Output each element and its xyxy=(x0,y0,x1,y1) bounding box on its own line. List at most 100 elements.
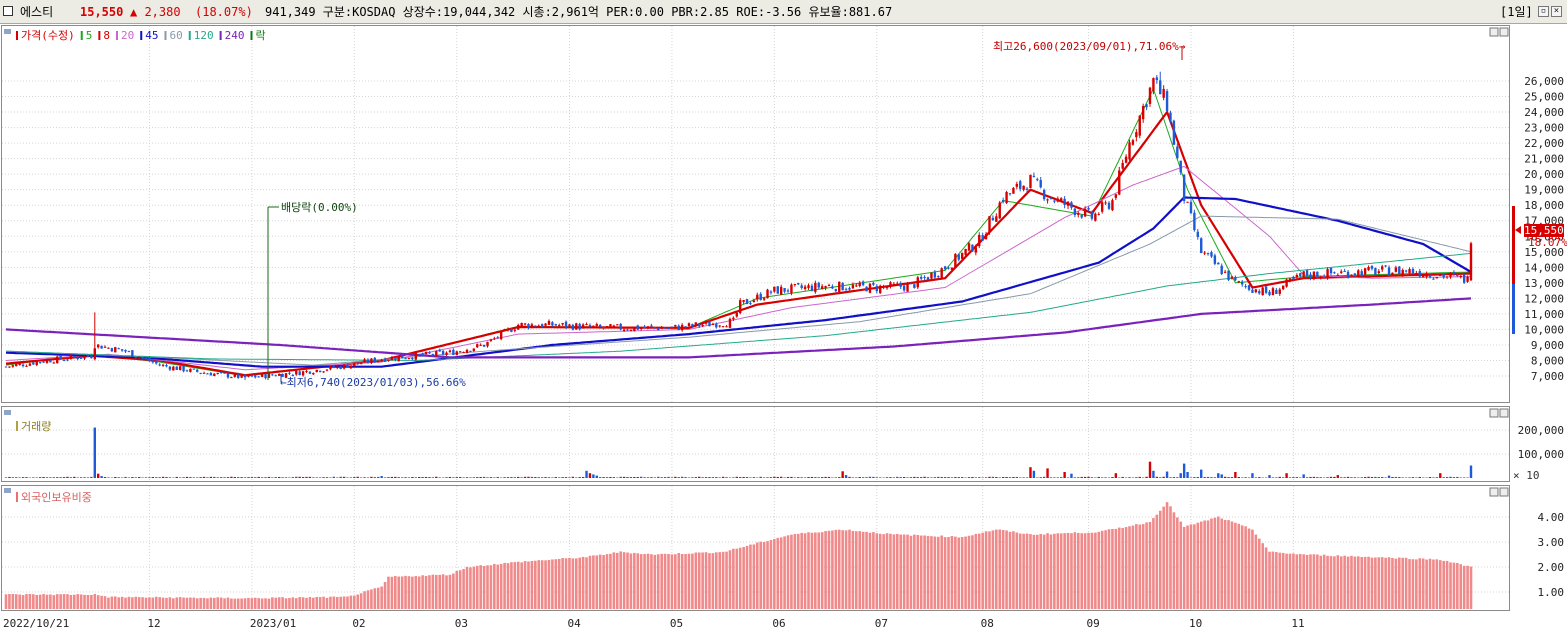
volume-bar xyxy=(633,477,636,478)
panel-restore-icon[interactable] xyxy=(1489,27,1499,37)
candle-body xyxy=(916,277,919,288)
candle-body xyxy=(137,357,141,359)
volume-bar xyxy=(363,477,366,478)
candle-body xyxy=(711,324,715,326)
foreign-bar xyxy=(469,567,472,609)
foreign-bar xyxy=(257,598,261,609)
candle-body xyxy=(1220,265,1223,275)
volume-bar xyxy=(1363,477,1367,478)
panel-restore-icon[interactable] xyxy=(1489,408,1499,418)
foreign-bar xyxy=(1237,523,1241,609)
foreign-bar xyxy=(1346,556,1350,609)
candle-body xyxy=(793,284,797,286)
foreign-bar xyxy=(694,552,698,609)
candle-body xyxy=(189,368,192,372)
checkbox-icon[interactable] xyxy=(3,6,13,16)
volume-bar xyxy=(356,476,359,478)
foreign-bar xyxy=(923,535,926,609)
foreign-bar xyxy=(291,597,295,609)
candle-body xyxy=(1275,289,1278,294)
panel-toggle-icon[interactable] xyxy=(4,29,11,34)
legend-marker xyxy=(98,31,101,40)
foreign-bar xyxy=(755,542,759,609)
panel-toggle-icon[interactable] xyxy=(4,410,11,415)
volume-bar xyxy=(954,477,957,478)
foreign-bar xyxy=(585,557,588,609)
candle-body xyxy=(124,349,127,352)
foreign-bar xyxy=(394,576,397,609)
close-icon[interactable]: × xyxy=(1551,6,1562,17)
candle-body xyxy=(25,365,28,367)
candle-body xyxy=(902,285,906,291)
candle-body xyxy=(4,366,8,368)
foreign-bar xyxy=(1459,564,1463,609)
volume-bar xyxy=(148,477,151,478)
candle-body xyxy=(332,366,336,368)
foreign-bar xyxy=(803,533,807,609)
price-tick-label: 9,000 xyxy=(1531,339,1564,352)
panel-close-icon[interactable] xyxy=(1499,487,1509,497)
panel-restore-icon[interactable] xyxy=(1489,487,1499,497)
foreign-bar xyxy=(4,594,8,609)
volume-bar xyxy=(517,476,520,478)
candle-body xyxy=(1309,274,1312,279)
volume-bar xyxy=(455,477,458,478)
candle-body xyxy=(458,351,462,353)
candle-body xyxy=(366,359,370,363)
candle-body xyxy=(1073,208,1077,215)
candle-body xyxy=(653,327,657,329)
volume-bar xyxy=(923,476,926,478)
volume-bar xyxy=(930,477,933,478)
foreign-bar xyxy=(1305,554,1309,609)
foreign-bar xyxy=(732,548,735,609)
foreign-bar xyxy=(253,597,257,609)
candle-body xyxy=(622,329,626,331)
foreign-bar xyxy=(554,559,558,609)
panel-close-icon[interactable] xyxy=(1499,408,1509,418)
volume-bar xyxy=(995,477,998,478)
candle-body xyxy=(537,325,540,328)
volume-bar xyxy=(735,476,738,478)
volume-bar xyxy=(803,477,807,478)
foreign-bar xyxy=(544,560,547,609)
volume-bar xyxy=(657,476,660,478)
x-tick-label: 08 xyxy=(981,617,994,630)
candle-body xyxy=(998,202,1001,219)
foreign-bar xyxy=(950,536,954,609)
candle-body xyxy=(1056,198,1059,202)
candle-body xyxy=(407,358,411,360)
volume-bar xyxy=(660,477,663,478)
foreign-bar xyxy=(1029,534,1032,609)
candle-body xyxy=(909,282,913,284)
panel-toggle-icon[interactable] xyxy=(4,488,11,493)
foreign-bar xyxy=(1408,559,1411,609)
candle-body xyxy=(1258,291,1261,294)
candle-body xyxy=(370,358,373,363)
candle-body xyxy=(8,366,11,368)
volume-bar xyxy=(537,477,540,478)
x-tick-label: 04 xyxy=(567,617,581,630)
price-tick-label: 23,000 xyxy=(1524,122,1564,135)
candle-body xyxy=(404,358,407,360)
candle-body xyxy=(650,325,653,327)
candle-body xyxy=(1449,273,1452,277)
foreign-bar xyxy=(506,563,510,609)
volume-bar xyxy=(913,476,916,478)
panel-close-icon[interactable] xyxy=(1499,27,1509,37)
foreign-bar xyxy=(8,593,11,609)
foreign-bar xyxy=(1025,533,1029,609)
foreign-bar xyxy=(1070,533,1073,609)
foreign-bar xyxy=(267,598,271,609)
volume-bar xyxy=(178,477,182,478)
candle-body xyxy=(896,283,899,285)
volume-bar xyxy=(291,477,295,478)
restore-icon[interactable]: ▫ xyxy=(1538,6,1549,17)
foreign-bar xyxy=(786,535,790,609)
volume-bar xyxy=(906,477,909,478)
foreign-bar xyxy=(510,562,513,609)
candle-body xyxy=(1278,289,1281,294)
foreign-bar xyxy=(906,534,909,609)
period-selector[interactable]: [1일] xyxy=(1500,5,1533,19)
volume-bar xyxy=(267,476,271,478)
foreign-bar xyxy=(578,557,582,609)
